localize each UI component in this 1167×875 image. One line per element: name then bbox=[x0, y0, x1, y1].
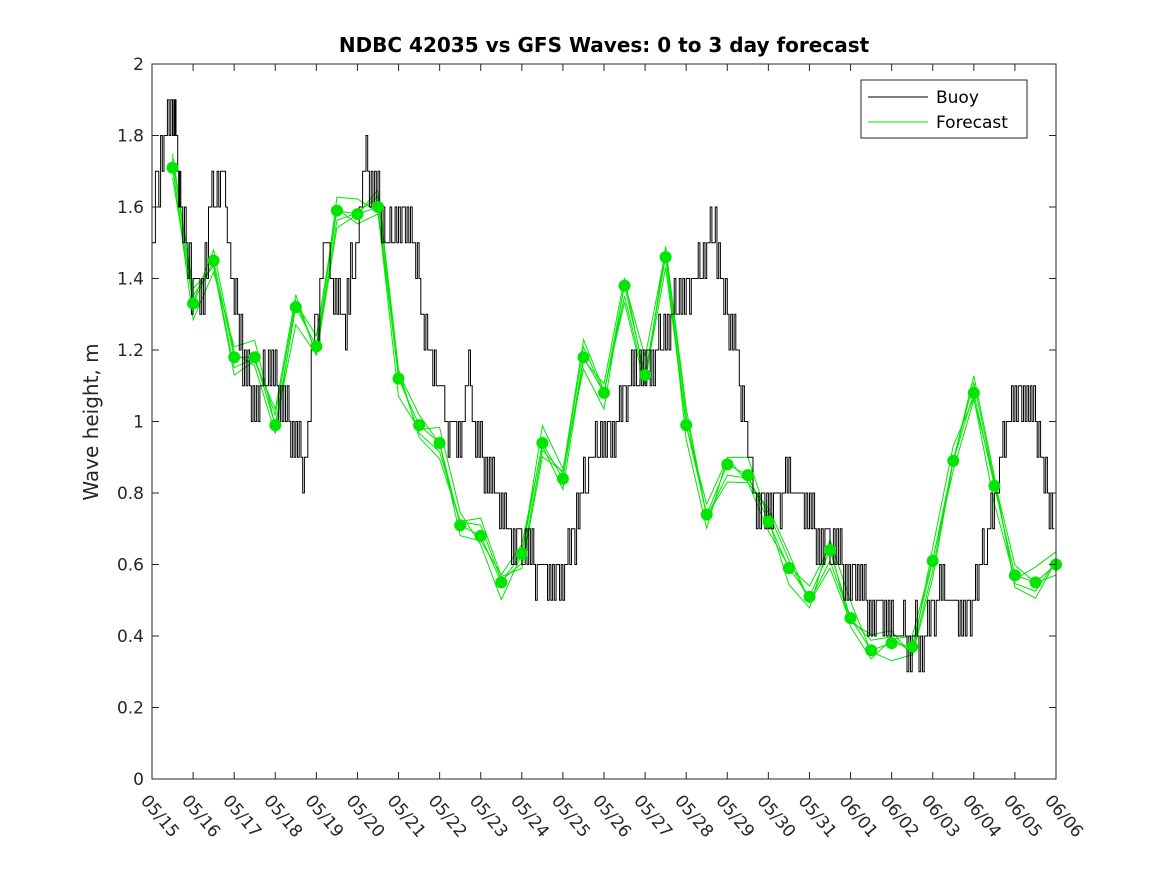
legend-box bbox=[860, 79, 1028, 139]
forecast-point bbox=[248, 351, 261, 364]
forecast-point bbox=[762, 515, 775, 528]
forecast-point bbox=[228, 351, 241, 364]
forecast-point bbox=[454, 519, 467, 532]
y-tick-label: 0.4 bbox=[117, 627, 144, 647]
y-tick-label: 1.2 bbox=[117, 341, 144, 361]
y-axis-ticks: 0 0.2 0.4 0.6 0.8 1 1.2 1.4 1.6 1.8 2 bbox=[117, 55, 1056, 790]
x-tick-label: 05/16 bbox=[177, 791, 224, 841]
x-tick-label: 06/03 bbox=[917, 791, 964, 841]
forecast-point bbox=[1029, 576, 1042, 589]
forecast-point bbox=[269, 419, 282, 432]
forecast-point bbox=[844, 612, 857, 625]
forecast-point bbox=[474, 529, 487, 542]
x-tick-label: 05/26 bbox=[588, 791, 635, 841]
y-tick-label: 0.6 bbox=[117, 556, 144, 576]
forecast-point bbox=[495, 576, 508, 589]
forecast-line bbox=[172, 154, 1057, 657]
legend: Buoy Forecast bbox=[860, 79, 1028, 139]
x-tick-label: 05/21 bbox=[383, 791, 430, 841]
y-tick-label: 1.4 bbox=[117, 270, 144, 290]
forecast-point bbox=[1008, 569, 1021, 582]
forecast-point bbox=[598, 386, 610, 399]
forecast-point bbox=[556, 472, 569, 485]
forecast-point bbox=[166, 161, 179, 174]
forecast-point bbox=[351, 208, 364, 221]
x-tick-label: 05/18 bbox=[259, 791, 306, 841]
forecast-point bbox=[433, 437, 446, 449]
forecast-point bbox=[967, 386, 980, 399]
y-tick-label: 0.8 bbox=[117, 484, 144, 504]
y-tick-label: 1.8 bbox=[117, 127, 144, 147]
forecast-point bbox=[310, 340, 323, 353]
x-tick-label: 05/29 bbox=[711, 791, 758, 841]
x-tick-label: 05/25 bbox=[547, 791, 594, 841]
forecast-point bbox=[906, 640, 919, 653]
y-axis-label: Wave height, m bbox=[79, 343, 103, 500]
x-tick-label: 06/05 bbox=[999, 791, 1046, 841]
y-tick-label: 0 bbox=[133, 770, 144, 790]
legend-buoy-label: Buoy bbox=[936, 88, 979, 108]
x-tick-label: 05/20 bbox=[342, 791, 389, 841]
x-tick-label: 05/31 bbox=[794, 791, 841, 841]
chart-title: NDBC 42035 vs GFS Waves: 0 to 3 day fore… bbox=[339, 33, 870, 57]
forecast-point bbox=[680, 419, 693, 432]
forecast-line bbox=[172, 158, 1057, 655]
x-tick-label: 05/28 bbox=[670, 791, 717, 841]
x-tick-label: 05/19 bbox=[301, 791, 348, 841]
x-tick-label: 05/22 bbox=[424, 791, 471, 841]
forecast-line bbox=[172, 165, 1057, 662]
forecast-point bbox=[782, 562, 795, 575]
x-tick-label: 05/24 bbox=[506, 791, 553, 841]
forecast-point bbox=[187, 297, 200, 310]
x-tick-label: 06/02 bbox=[876, 791, 923, 841]
legend-forecast-label: Forecast bbox=[936, 113, 1008, 133]
forecast-point bbox=[536, 437, 549, 449]
forecast-point bbox=[988, 479, 1001, 492]
y-tick-label: 1 bbox=[133, 413, 144, 433]
x-tick-label: 06/01 bbox=[835, 791, 882, 841]
buoy-line bbox=[151, 99, 1055, 673]
forecast-point bbox=[741, 469, 754, 482]
forecast-point bbox=[721, 458, 734, 471]
forecast-point bbox=[207, 254, 220, 267]
forecast-point bbox=[372, 201, 384, 213]
forecast-point bbox=[330, 204, 343, 217]
x-tick-label: 05/27 bbox=[629, 791, 676, 841]
forecast-point bbox=[515, 547, 528, 560]
forecast-point bbox=[639, 369, 652, 381]
forecast-point bbox=[885, 637, 898, 650]
x-tick-label: 05/23 bbox=[465, 791, 512, 841]
forecast-point bbox=[926, 554, 939, 567]
forecast-line bbox=[172, 177, 1057, 660]
forecast-point bbox=[947, 454, 960, 467]
forecast-point bbox=[865, 644, 878, 657]
y-tick-label: 2 bbox=[133, 55, 144, 75]
x-tick-label: 06/06 bbox=[1040, 791, 1087, 841]
y-tick-label: 1.6 bbox=[117, 198, 144, 218]
forecast-point bbox=[289, 301, 302, 314]
plot-area bbox=[151, 99, 1062, 673]
x-tick-label: 05/17 bbox=[218, 791, 265, 841]
x-tick-label: 05/30 bbox=[753, 791, 800, 841]
forecast-point bbox=[618, 279, 631, 292]
x-tick-label: 06/04 bbox=[958, 791, 1005, 841]
forecast-point bbox=[577, 351, 590, 364]
forecast-point bbox=[803, 590, 816, 603]
forecast-point bbox=[659, 251, 672, 264]
forecast-point bbox=[413, 419, 426, 432]
forecast-point bbox=[824, 544, 836, 557]
x-tick-label: 05/15 bbox=[136, 791, 183, 841]
x-axis-ticks: 05/1505/1605/1705/1805/1905/2005/2105/22… bbox=[136, 64, 1087, 842]
y-tick-label: 0.2 bbox=[117, 699, 144, 719]
forecast-point bbox=[392, 372, 405, 385]
forecast-point bbox=[700, 508, 713, 521]
forecast-line bbox=[172, 167, 1057, 651]
